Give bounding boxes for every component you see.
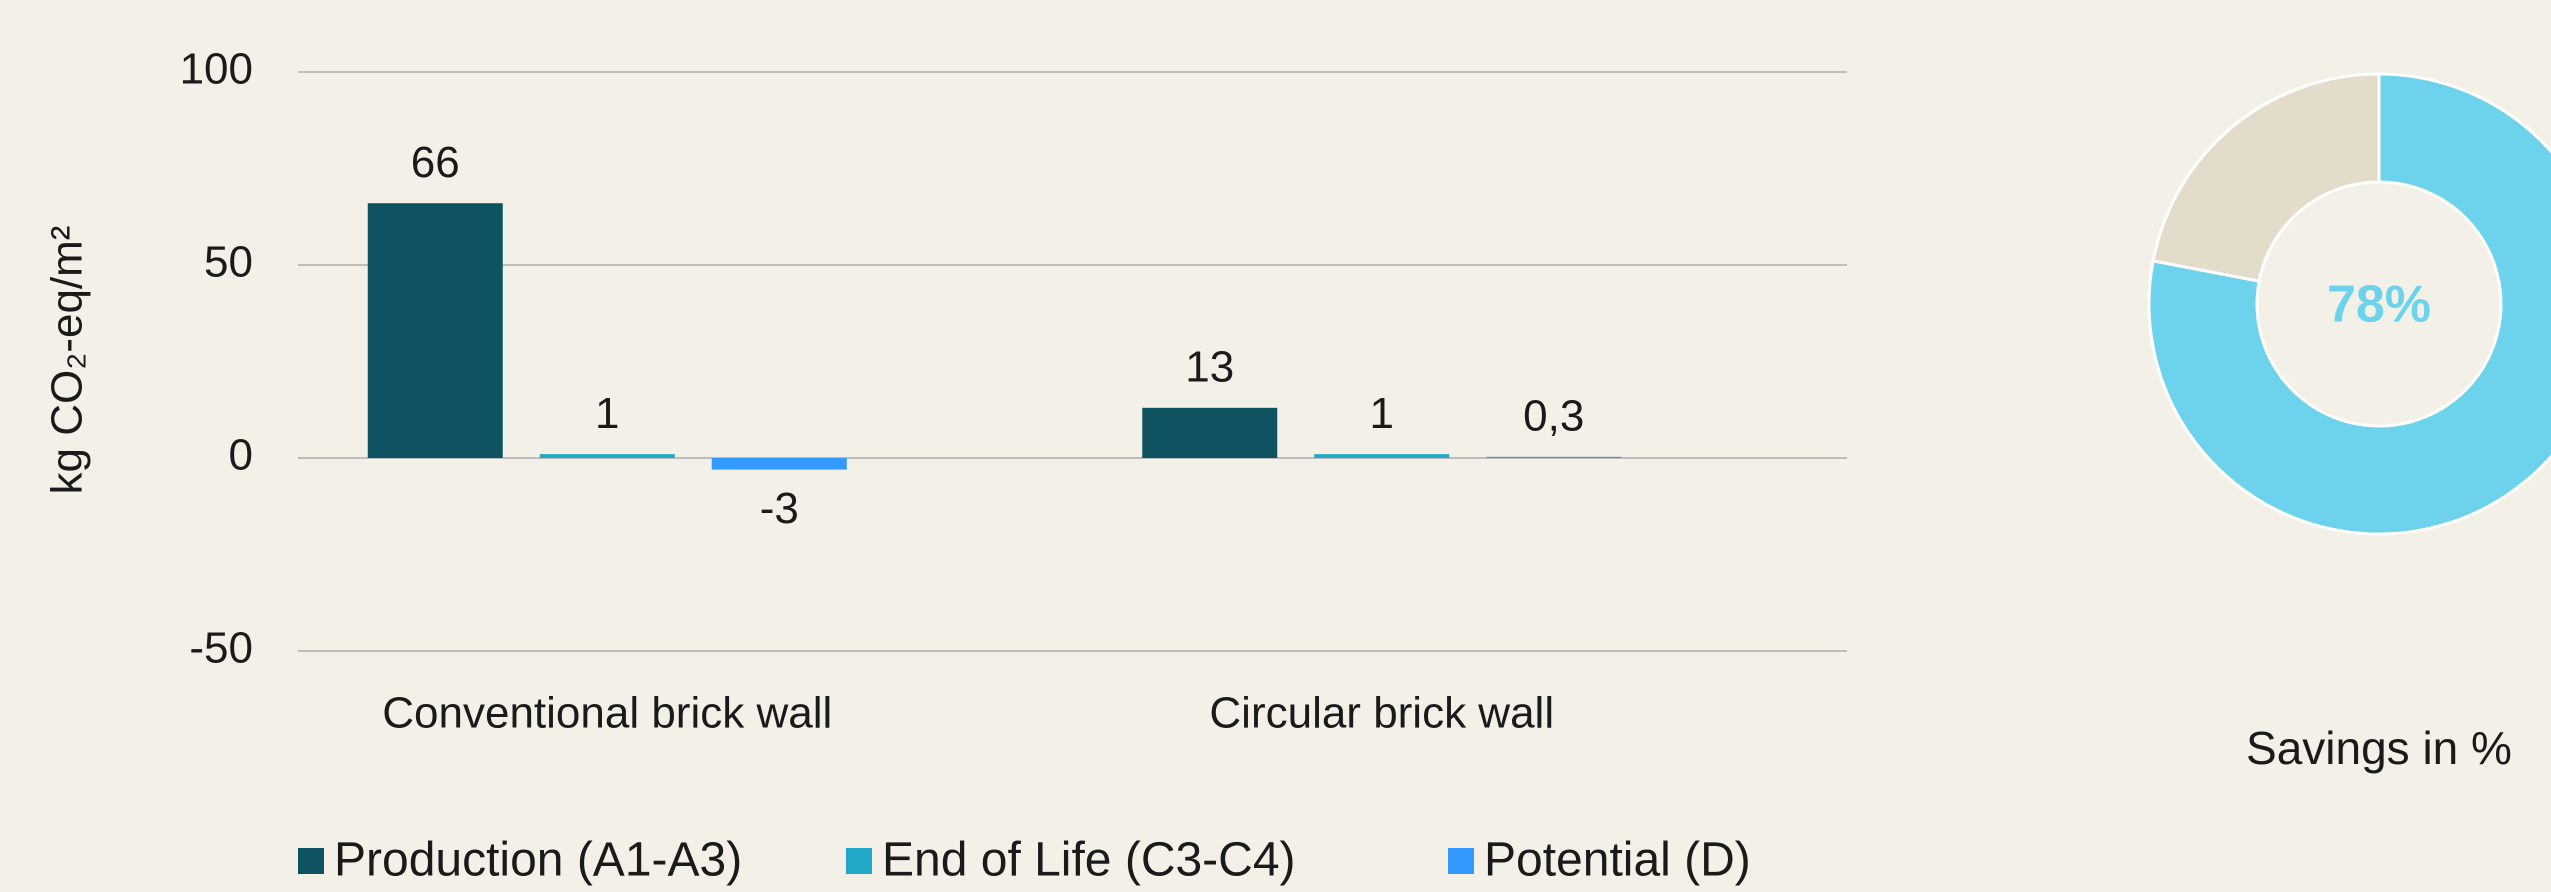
- legend-swatch: [298, 848, 324, 874]
- legend-swatch: [1448, 848, 1474, 874]
- data-label: 1: [595, 389, 619, 438]
- x-tick-label: Conventional brick wall: [382, 689, 832, 738]
- legend-label: End of Life (C3-C4): [882, 834, 1296, 887]
- y-tick-label: 100: [180, 45, 253, 94]
- data-label: 13: [1185, 342, 1234, 391]
- bar: [1486, 456, 1622, 458]
- data-label: 0,3: [1523, 391, 1584, 440]
- donut-slice: [2147, 72, 2551, 536]
- y-tick-label: 0: [229, 431, 253, 480]
- bar: [539, 454, 675, 458]
- donut-slice: [2151, 72, 2381, 283]
- legend-label: Production (A1-A3): [334, 834, 742, 887]
- center-label: 78%: [2327, 276, 2431, 334]
- x-tick-label: Circular brick wall: [1209, 689, 1554, 738]
- y-tick-label: -50: [189, 624, 253, 673]
- bar: [1314, 454, 1450, 458]
- data-label: 66: [411, 138, 460, 187]
- bar: [1142, 407, 1278, 458]
- data-label: 1: [1370, 389, 1394, 438]
- bar: [367, 203, 503, 458]
- legend-label: Potential (D): [1484, 834, 1751, 887]
- y-axis-label: kg CO₂-eq/m²: [43, 226, 92, 495]
- caption: Savings in %: [2246, 722, 2512, 774]
- y-tick-label: 50: [204, 238, 253, 287]
- data-label: -3: [760, 484, 799, 533]
- bar: [711, 458, 847, 470]
- legend-swatch: [846, 848, 872, 874]
